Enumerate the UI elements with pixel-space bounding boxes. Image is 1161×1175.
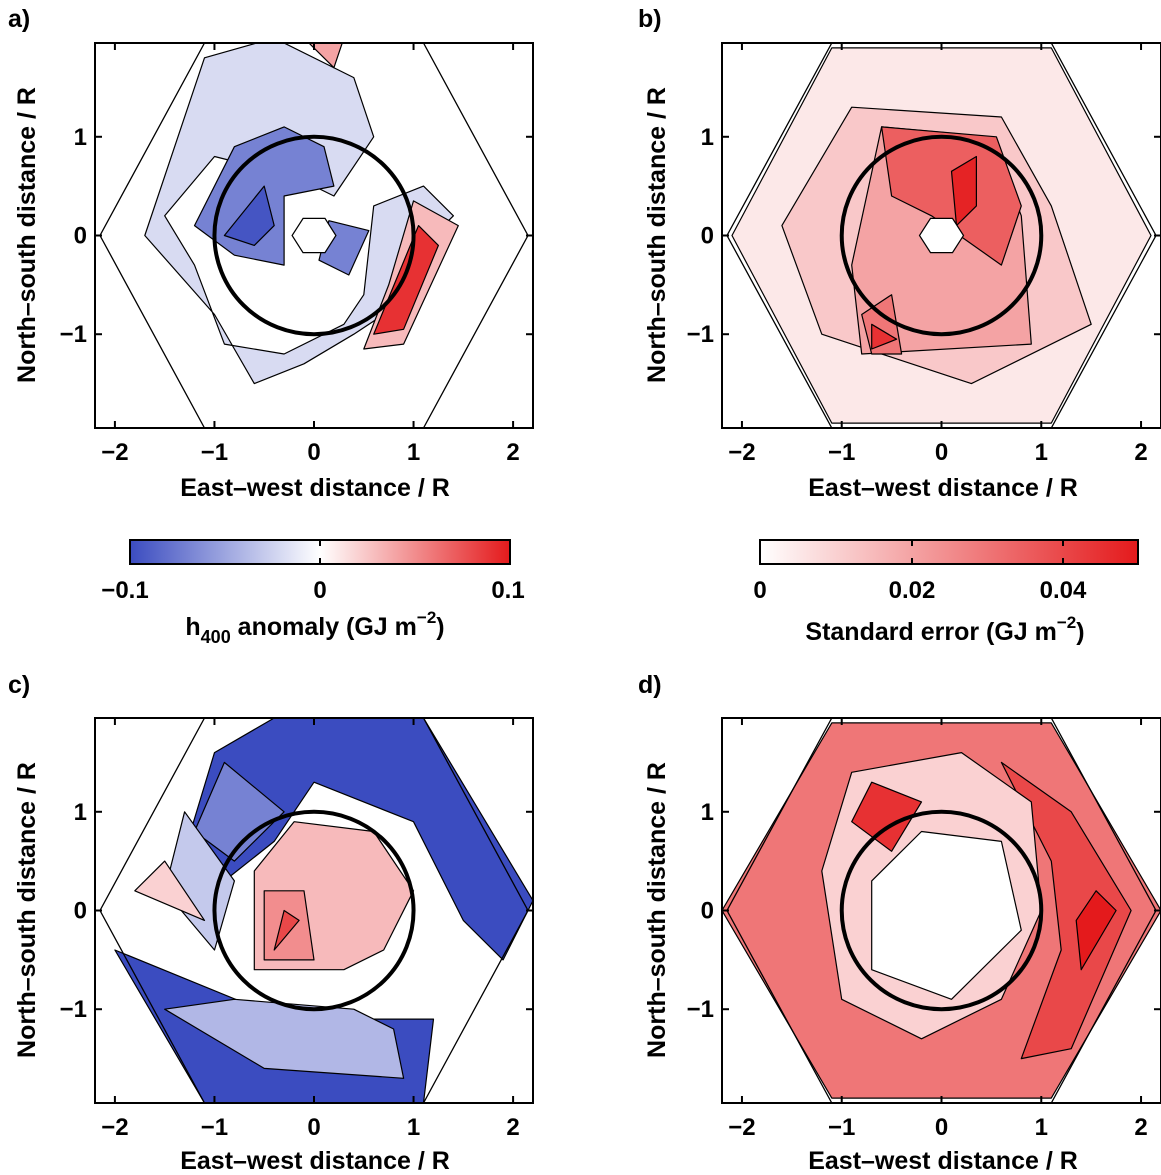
x-tick-label: 2 bbox=[506, 1114, 519, 1141]
contour-region bbox=[164, 998, 405, 1079]
x-tick-label: 2 bbox=[1134, 1114, 1147, 1141]
contour-region bbox=[193, 761, 285, 862]
colorbar-label: Standard error (GJ m−2) bbox=[805, 613, 1084, 646]
plot-area bbox=[95, 43, 533, 428]
radius-circle bbox=[212, 134, 416, 337]
x-tick-label: −1 bbox=[828, 1114, 855, 1141]
contour-region bbox=[871, 830, 1022, 1000]
contour-region bbox=[164, 811, 235, 951]
x-axis-label: East–west distance / R bbox=[808, 1147, 1078, 1175]
y-tick-label: −1 bbox=[60, 321, 87, 348]
panel-label: b) bbox=[638, 5, 662, 33]
contour-region bbox=[880, 126, 1022, 266]
colorbar-gradient bbox=[759, 539, 1139, 565]
x-tick-label: 0 bbox=[307, 439, 320, 466]
x-tick-label: 1 bbox=[407, 439, 420, 466]
panel-c: c) North–south distance / R East–west di… bbox=[8, 671, 534, 1175]
y-tick-label: 0 bbox=[701, 223, 714, 250]
colorbar-anomaly: −0.1 0 0.1 h400 anomaly (GJ m−2) bbox=[101, 539, 525, 647]
y-tick-label: −1 bbox=[687, 321, 714, 348]
y-axis-label: North–south distance / R bbox=[643, 762, 671, 1058]
x-tick-label: −1 bbox=[201, 1114, 228, 1141]
plot-area bbox=[95, 718, 533, 1103]
contour-region bbox=[308, 43, 343, 69]
y-tick-label: 1 bbox=[74, 124, 87, 151]
radius-circle bbox=[839, 134, 1044, 337]
plot-area bbox=[722, 718, 1161, 1103]
contour-region bbox=[223, 185, 275, 246]
panel-b: b) North–south distance / R East–west di… bbox=[638, 5, 1161, 502]
y-axis-label: North–south distance / R bbox=[643, 87, 671, 383]
x-tick-label: −1 bbox=[828, 439, 855, 466]
plot-area bbox=[722, 43, 1161, 428]
radius-circle bbox=[839, 809, 1044, 1012]
x-tick-label: 1 bbox=[1035, 439, 1048, 466]
x-tick-label: 0 bbox=[935, 439, 948, 466]
y-tick-label: 0 bbox=[74, 223, 87, 250]
contour-region bbox=[851, 781, 923, 852]
x-tick-label: −2 bbox=[101, 439, 128, 466]
contour-region bbox=[134, 860, 206, 922]
y-tick-label: 1 bbox=[74, 799, 87, 826]
y-tick-label: −1 bbox=[60, 996, 87, 1023]
colorbar-tick: 0.1 bbox=[491, 577, 524, 604]
contour-region bbox=[871, 323, 898, 350]
y-tick-label: 0 bbox=[701, 898, 714, 925]
x-axis-label: East–west distance / R bbox=[180, 1147, 450, 1175]
x-tick-label: −2 bbox=[101, 1114, 128, 1141]
radius-circle bbox=[212, 809, 416, 1012]
contour-region bbox=[144, 43, 454, 385]
y-tick-label: 1 bbox=[701, 124, 714, 151]
contour-region bbox=[273, 909, 300, 951]
panel-label: a) bbox=[8, 5, 30, 33]
y-axis-label: North–south distance / R bbox=[13, 762, 41, 1058]
panel-d: d) North–south distance / R East–west di… bbox=[638, 671, 1161, 1175]
colorbar-label: h400 anomaly (GJ m−2) bbox=[185, 608, 444, 647]
colorbar-tick: 0.04 bbox=[1040, 577, 1087, 604]
colorbar-tick: −0.1 bbox=[101, 577, 148, 604]
y-tick-label: −1 bbox=[687, 996, 714, 1023]
x-tick-label: 0 bbox=[935, 1114, 948, 1141]
x-tick-label: 2 bbox=[506, 439, 519, 466]
colorbar-tick: 0.02 bbox=[889, 577, 936, 604]
x-tick-label: 1 bbox=[1035, 1114, 1048, 1141]
center-hexagon bbox=[291, 217, 337, 254]
x-tick-label: −2 bbox=[728, 439, 755, 466]
x-tick-label: 2 bbox=[1134, 439, 1147, 466]
x-axis-label: East–west distance / R bbox=[180, 474, 450, 502]
center-hexagon bbox=[918, 217, 965, 254]
panel-a: a) North–south distance / R East–west di… bbox=[8, 5, 534, 502]
x-tick-label: 0 bbox=[307, 1114, 320, 1141]
colorbar-tick: 0 bbox=[313, 577, 326, 604]
contour-region bbox=[1000, 761, 1132, 1060]
contour-region bbox=[950, 155, 978, 227]
x-tick-label: −2 bbox=[728, 1114, 755, 1141]
x-tick-label: −1 bbox=[201, 439, 228, 466]
colorbar-standard-error: 0 0.02 0.04 Standard error (GJ m−2) bbox=[753, 539, 1139, 646]
x-axis-label: East–west distance / R bbox=[808, 474, 1078, 502]
colorbar-tick: 0 bbox=[753, 577, 766, 604]
panel-label: c) bbox=[8, 671, 30, 699]
contour-region bbox=[1075, 890, 1117, 971]
x-tick-label: 1 bbox=[407, 1114, 420, 1141]
y-tick-label: 0 bbox=[74, 898, 87, 925]
panel-label: d) bbox=[638, 671, 662, 699]
y-tick-label: 1 bbox=[701, 799, 714, 826]
y-axis-label: North–south distance / R bbox=[13, 87, 41, 383]
